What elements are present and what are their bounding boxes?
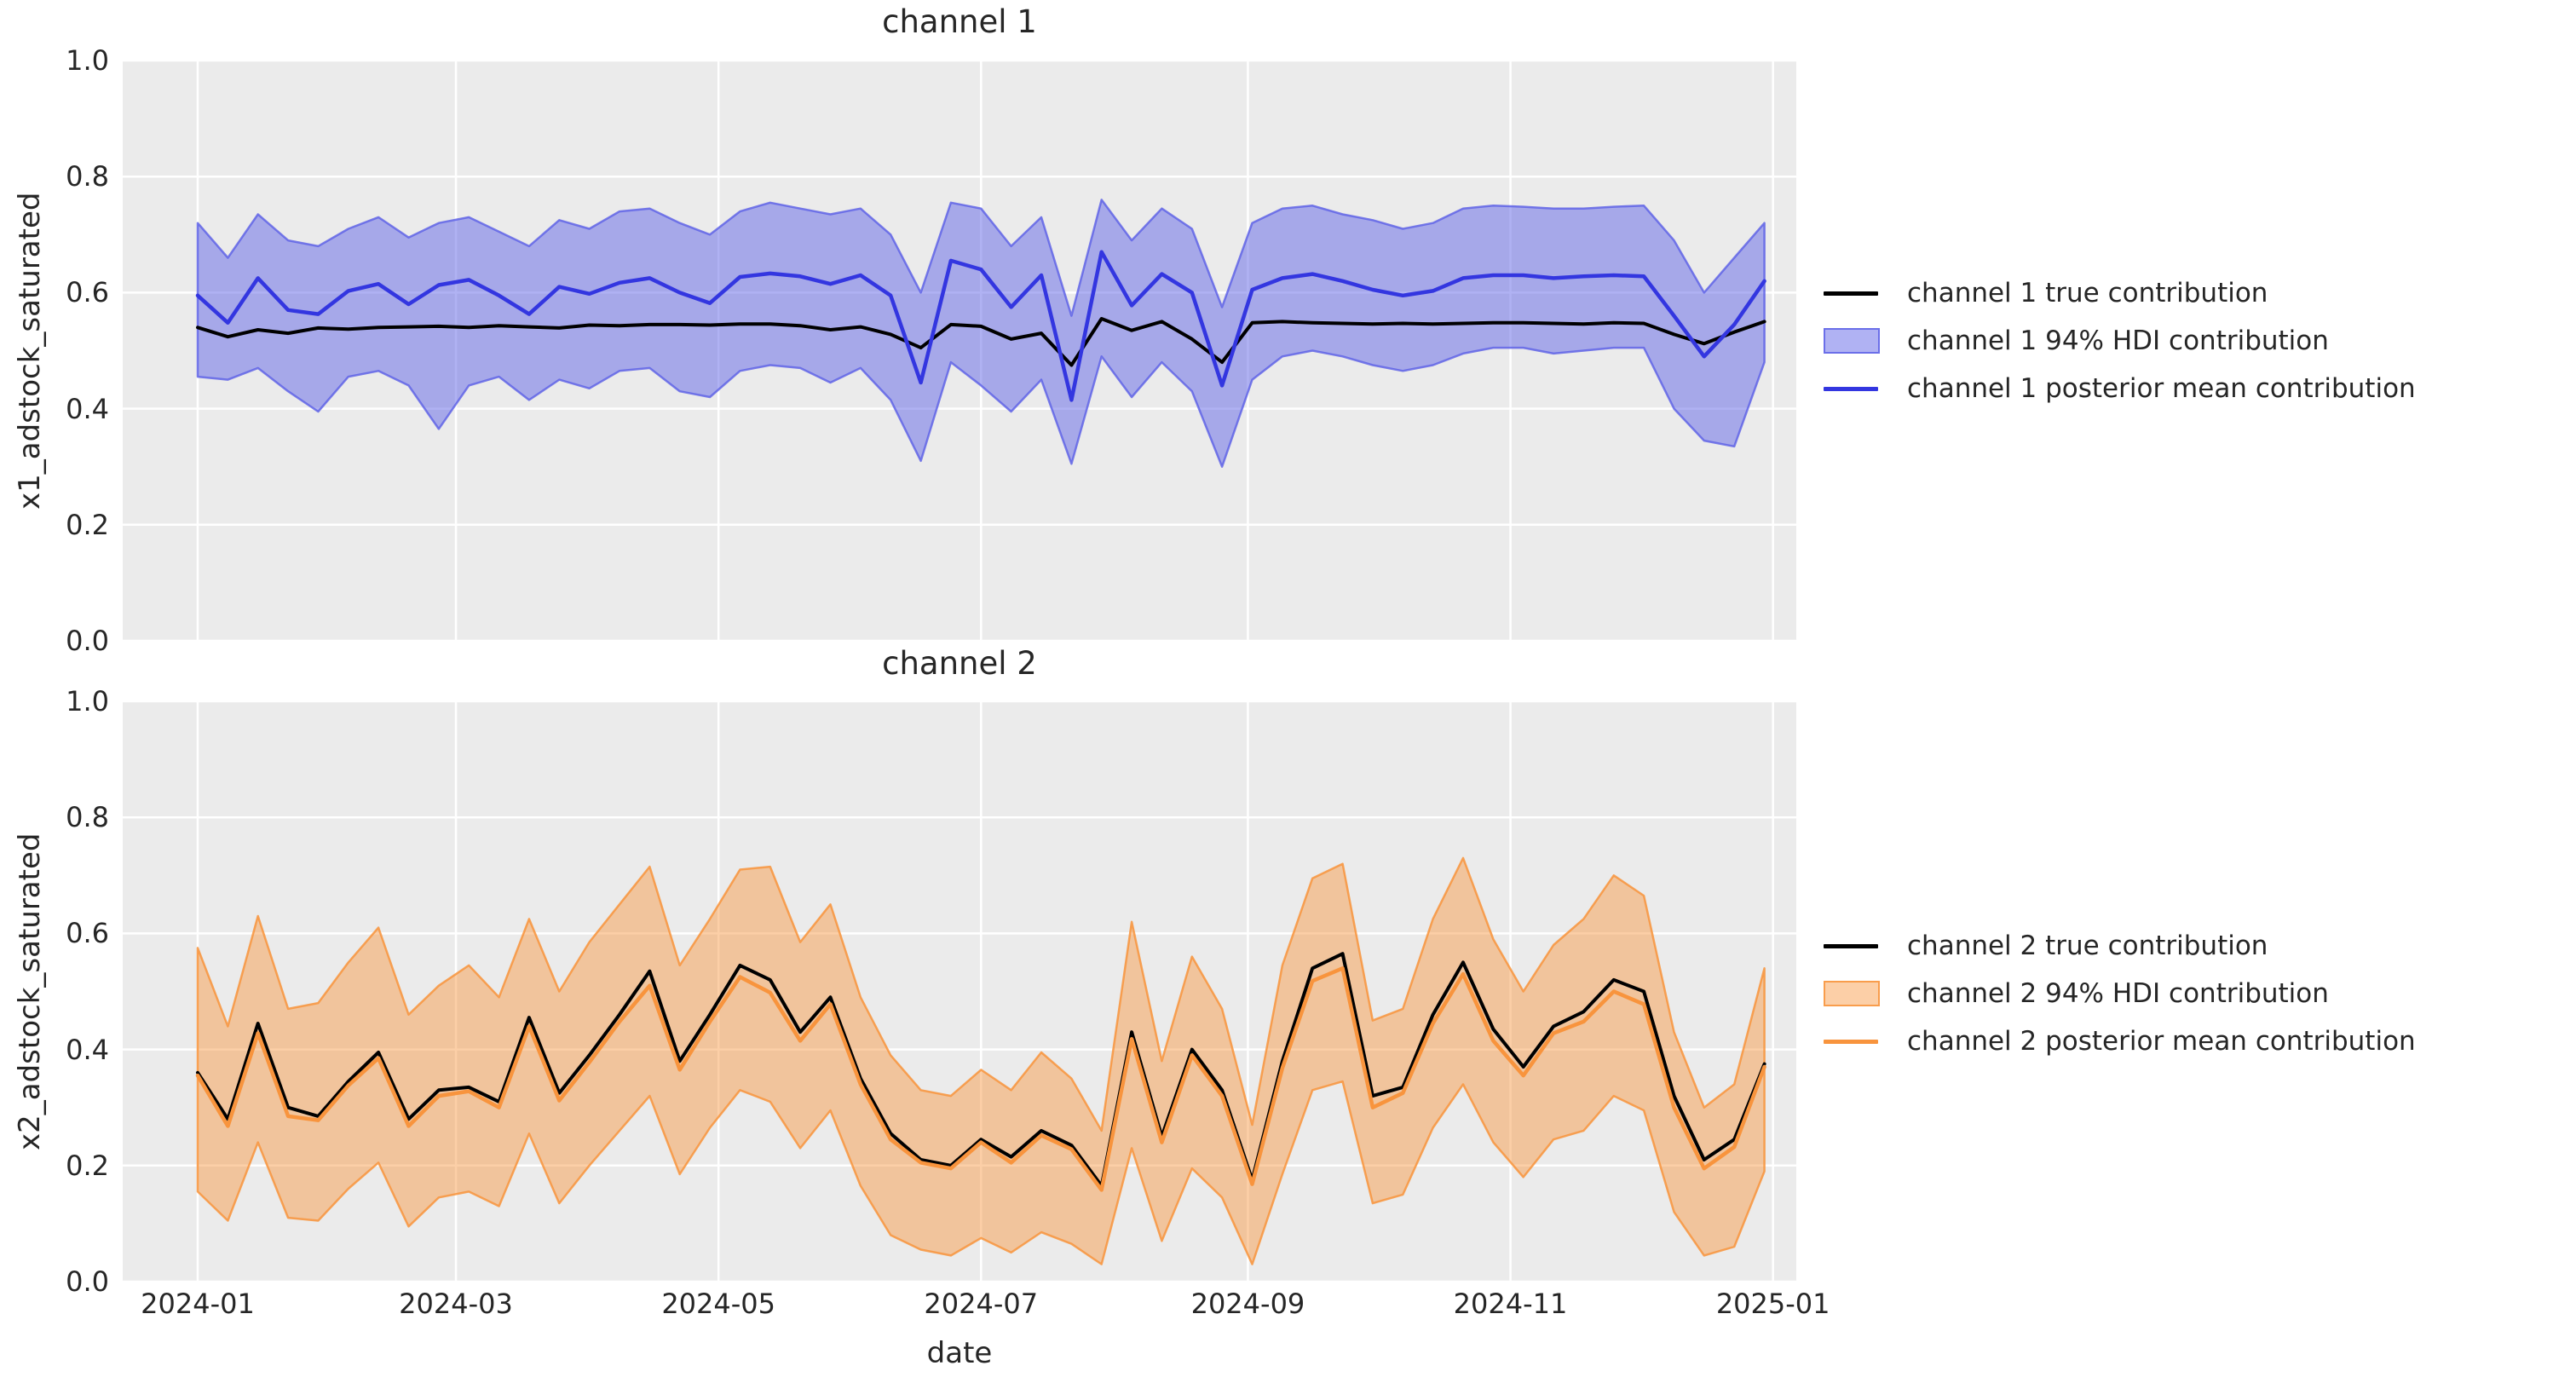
legend-label: channel 2 94% HDI contribution bbox=[1907, 978, 2329, 1009]
x-tick-label: 2024-01 bbox=[141, 1288, 255, 1320]
x-tick-label: 2024-11 bbox=[1453, 1288, 1568, 1320]
chart2-legend: channel 2 true contribution channel 2 94… bbox=[1824, 922, 2416, 1065]
legend-label: channel 1 true contribution bbox=[1907, 278, 2268, 308]
chart1-svg bbox=[123, 61, 1796, 641]
hdi-band-swatch-icon bbox=[1824, 328, 1880, 354]
posterior-mean-line bbox=[195, 966, 1766, 1192]
y-tick-label: 0.2 bbox=[66, 508, 109, 541]
chart1-y-axis-label: x1_adstock_saturated bbox=[13, 192, 47, 510]
y-tick-label: 0.6 bbox=[66, 917, 109, 950]
chart1-title: channel 1 bbox=[882, 3, 1037, 40]
hdi-band-swatch-icon bbox=[1824, 981, 1880, 1006]
chart2-plot-area bbox=[123, 701, 1796, 1282]
x-tick-label: 2024-09 bbox=[1190, 1288, 1305, 1320]
chart2-legend-item-true: channel 2 true contribution bbox=[1824, 922, 2416, 970]
legend-label: channel 2 posterior mean contribution bbox=[1907, 1026, 2416, 1057]
y-tick-label: 1.0 bbox=[66, 685, 109, 717]
chart1-legend-item-true: channel 1 true contribution bbox=[1824, 269, 2416, 317]
x-tick-label: 2024-07 bbox=[924, 1288, 1039, 1320]
chart2-y-axis-label: x2_adstock_saturated bbox=[13, 833, 47, 1150]
true-contribution-line bbox=[196, 317, 1766, 367]
mean-line-swatch-icon bbox=[1824, 1039, 1878, 1044]
y-tick-label: 0.4 bbox=[66, 392, 109, 425]
x-tick-label: 2025-01 bbox=[1715, 1288, 1830, 1320]
x-tick-label: 2024-03 bbox=[399, 1288, 513, 1320]
chart1-plot-area bbox=[123, 61, 1796, 641]
chart1-legend-item-hdi: channel 1 94% HDI contribution bbox=[1824, 317, 2416, 365]
chart1-legend-item-mean: channel 1 posterior mean contribution bbox=[1824, 365, 2416, 412]
hdi-band bbox=[196, 199, 1766, 468]
legend-label: channel 1 posterior mean contribution bbox=[1907, 373, 2416, 404]
chart2-legend-item-hdi: channel 2 94% HDI contribution bbox=[1824, 970, 2416, 1017]
y-tick-label: 0.0 bbox=[66, 625, 109, 657]
y-tick-label: 0.2 bbox=[66, 1149, 109, 1182]
chart2-svg bbox=[123, 701, 1796, 1282]
legend-label: channel 1 94% HDI contribution bbox=[1907, 326, 2329, 356]
true-contribution-line bbox=[196, 952, 1766, 1188]
y-tick-label: 0.0 bbox=[66, 1265, 109, 1298]
y-tick-label: 1.0 bbox=[66, 44, 109, 77]
x-axis-label: date bbox=[926, 1336, 993, 1370]
posterior-mean-line bbox=[195, 250, 1766, 402]
true-line-swatch-icon bbox=[1824, 943, 1878, 948]
true-line-swatch-icon bbox=[1824, 291, 1878, 296]
hdi-band bbox=[196, 856, 1766, 1265]
chart2-legend-item-mean: channel 2 posterior mean contribution bbox=[1824, 1017, 2416, 1065]
chart1-legend: channel 1 true contribution channel 1 94… bbox=[1824, 269, 2416, 412]
y-tick-label: 0.8 bbox=[66, 801, 109, 834]
legend-label: channel 2 true contribution bbox=[1907, 931, 2268, 961]
x-tick-label: 2024-05 bbox=[661, 1288, 776, 1320]
mean-line-swatch-icon bbox=[1824, 386, 1878, 391]
chart2-title: channel 2 bbox=[882, 645, 1037, 682]
y-tick-label: 0.6 bbox=[66, 276, 109, 309]
plot-background bbox=[123, 61, 1796, 641]
y-tick-label: 0.4 bbox=[66, 1033, 109, 1066]
y-tick-label: 0.8 bbox=[66, 160, 109, 193]
